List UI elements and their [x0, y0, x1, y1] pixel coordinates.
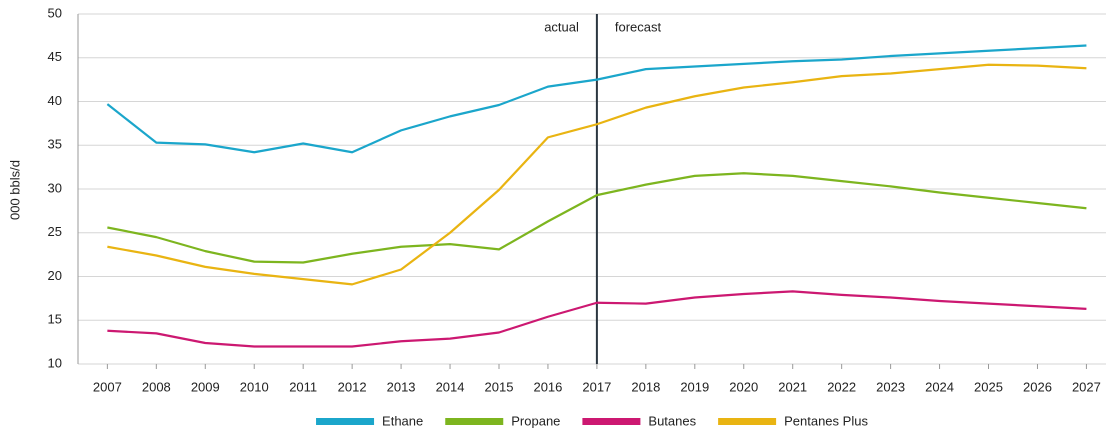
y-tick-label: 15	[48, 312, 62, 327]
x-tick-label: 2013	[387, 379, 416, 394]
divider-left-label: actual	[544, 19, 579, 34]
y-axis-label: 000 bbls/d	[7, 160, 22, 220]
x-tick-label: 2024	[925, 379, 954, 394]
x-tick-label: 2015	[485, 379, 514, 394]
legend-swatch	[718, 418, 777, 425]
y-tick-label: 20	[48, 268, 62, 283]
legend-swatch	[445, 418, 504, 425]
x-tick-label: 2008	[142, 379, 171, 394]
x-tick-label: 2027	[1072, 379, 1101, 394]
x-tick-label: 2026	[1023, 379, 1052, 394]
y-tick-label: 30	[48, 180, 62, 195]
series-line	[107, 172, 1087, 264]
legend-swatch	[582, 418, 641, 425]
x-tick-label: 2022	[827, 379, 856, 394]
x-tick-label: 2007	[93, 379, 122, 394]
x-tick-label: 2010	[240, 379, 269, 394]
x-tick-label: 2019	[680, 379, 709, 394]
x-tick-label: 2018	[631, 379, 660, 394]
legend-label: Butanes	[648, 413, 696, 428]
x-tick-label: 2016	[533, 379, 562, 394]
x-tick-label: 2020	[729, 379, 758, 394]
y-tick-label: 50	[48, 5, 62, 20]
legend-label: Pentanes Plus	[784, 413, 868, 428]
legend-swatch	[316, 418, 375, 425]
x-tick-label: 2025	[974, 379, 1003, 394]
y-tick-label: 25	[48, 224, 62, 239]
x-tick-label: 2023	[876, 379, 905, 394]
series-line	[106, 44, 1087, 154]
x-tick-label: 2021	[778, 379, 807, 394]
x-tick-label: 2017	[582, 379, 611, 394]
x-tick-label: 2009	[191, 379, 220, 394]
legend-label: Propane	[511, 413, 560, 428]
x-tick-label: 2014	[436, 379, 465, 394]
series-line	[107, 63, 1087, 286]
y-tick-label: 40	[48, 93, 62, 108]
y-tick-label: 10	[48, 355, 62, 370]
y-tick-label: 35	[48, 137, 62, 152]
x-tick-label: 2011	[289, 379, 317, 394]
divider-right-label: forecast	[615, 19, 662, 34]
y-tick-label: 45	[48, 49, 62, 64]
legend-label: Ethane	[382, 413, 423, 428]
series-line	[107, 290, 1087, 348]
x-tick-label: 2012	[338, 379, 367, 394]
